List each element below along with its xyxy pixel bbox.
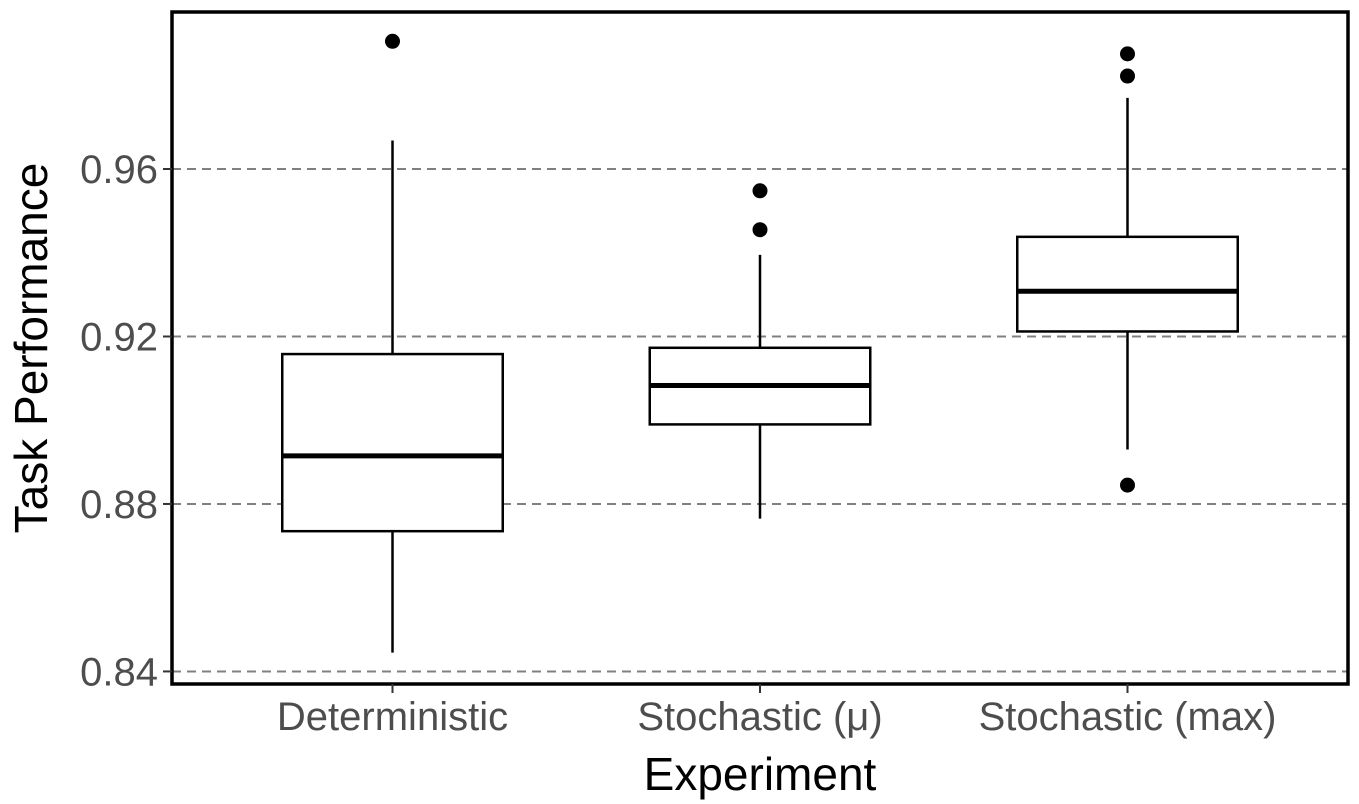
x-tick-label: Stochastic (μ) xyxy=(637,695,882,739)
box-1 xyxy=(281,140,504,653)
box-3 xyxy=(1016,97,1239,450)
y-tick-label: 0.84 xyxy=(80,650,158,694)
outlier-point xyxy=(1120,68,1135,84)
box-2 xyxy=(648,254,872,519)
iqr-box xyxy=(281,352,504,533)
y-axis-title: Task Performance xyxy=(5,163,57,534)
boxes xyxy=(281,97,1239,653)
outlier-point xyxy=(385,33,400,49)
x-axis-title: Experiment xyxy=(644,748,877,800)
outlier-point xyxy=(1120,46,1135,62)
outlier-points xyxy=(385,33,1135,493)
outlier-point xyxy=(752,183,768,199)
x-tick-label: Deterministic xyxy=(277,695,508,739)
y-tick-label: 0.88 xyxy=(80,483,158,527)
outlier-point xyxy=(752,222,768,238)
outlier-point xyxy=(1120,477,1135,493)
axes: 0.84 0.88 0.92 0.96 Deterministic Stochastic … xyxy=(80,148,1276,739)
y-tick-label: 0.96 xyxy=(80,148,158,192)
iqr-box xyxy=(1016,235,1239,333)
y-tick-label: 0.92 xyxy=(80,315,158,359)
x-tick-label: Stochastic (max) xyxy=(979,695,1277,739)
